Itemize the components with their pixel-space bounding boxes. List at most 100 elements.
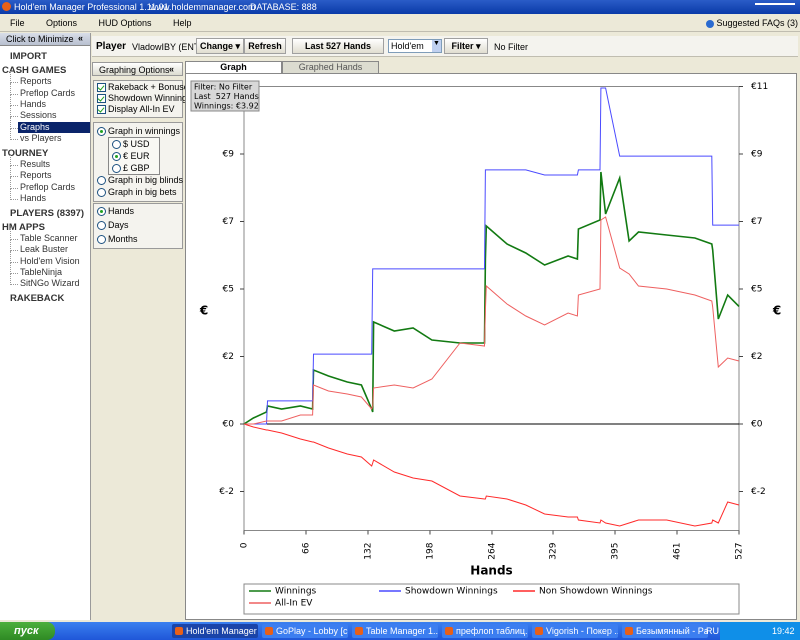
tree-line [10, 82, 18, 95]
window-controls[interactable] [755, 3, 795, 13]
menu-item[interactable]: Options [46, 18, 78, 28]
option-group [93, 80, 183, 118]
game-text: Hold'em [391, 41, 424, 51]
section-title[interactable]: RAKEBACK [10, 293, 65, 304]
x-tick-label: 395 [611, 543, 621, 560]
player-name: VladowIBY (ENT) [132, 42, 203, 52]
options-title: Graphing Options [99, 65, 170, 75]
option-label: Showdown Winnings [108, 93, 192, 103]
taskbar-text: Hold'em Manager ... [186, 626, 258, 636]
y2-tick-label: €5 [751, 285, 762, 295]
nav-item[interactable]: Reports [20, 76, 52, 87]
sidebar: Click to Minimize «IMPORT CASH GAMES Report… [0, 33, 91, 620]
radio [97, 207, 106, 216]
y-tick-label: €7 [223, 217, 234, 227]
nav-item[interactable]: Hands [20, 99, 47, 109]
tree-line [10, 239, 18, 252]
refresh-button[interactable]: Refresh [244, 38, 286, 54]
nav-item[interactable]: Reports [20, 170, 52, 181]
refresh-text: Refresh [248, 41, 282, 51]
taskbar-item[interactable]: Vigorish - Покер ... [532, 624, 618, 638]
faq-text: Suggested FAQs (3) [716, 18, 799, 28]
taskbar-item[interactable]: Hold'em Manager ... [172, 624, 258, 638]
taskbar-text: Vigorish - Покер ... [546, 626, 618, 636]
nav-item[interactable]: Leak Buster [20, 244, 69, 255]
change-text: Change [199, 41, 233, 51]
option-label: Hands [108, 206, 135, 216]
taskbar-item[interactable]: Table Manager 1.... [352, 624, 438, 638]
y2-tick-label: €7 [751, 217, 762, 227]
game-select[interactable]: Hold'em ▼ [388, 39, 442, 53]
start-text: пуск [14, 625, 39, 637]
x-tick-label: 461 [673, 543, 683, 560]
tab[interactable]: Graphed Hands [282, 61, 379, 73]
taskbar-item[interactable]: Безымянный - Pa... [622, 624, 708, 638]
nav-item[interactable]: Hold'em Vision [20, 255, 80, 266]
info-box [190, 80, 260, 112]
nav-item[interactable]: Hands [20, 193, 47, 203]
title-bar: Hold'em Manager Professional 1.11.01 www… [0, 0, 800, 14]
x-tick-label: 0 [240, 542, 250, 548]
nav-item[interactable]: Preflop Cards [20, 181, 76, 192]
radio [97, 188, 106, 197]
y-axis-label: € [199, 304, 208, 318]
faq-link[interactable]: Suggested FAQs (3) [706, 18, 798, 28]
nav-item[interactable]: Sessions [20, 110, 57, 121]
filter-button[interactable]: Filter ▾ [444, 38, 488, 54]
start-button[interactable]: пуск [0, 622, 55, 640]
x-tick-label: 198 [425, 542, 435, 559]
section-title[interactable]: IMPORT [10, 51, 47, 62]
taskbar-icon [535, 627, 543, 635]
tree-line [10, 116, 18, 129]
menu-item[interactable]: HUD Options [98, 18, 152, 28]
x-axis-label: Hands [470, 564, 512, 578]
nav-item[interactable]: Preflop Cards [20, 87, 76, 98]
radio [97, 235, 106, 244]
radio [112, 164, 121, 173]
clock: 19:42 [772, 626, 795, 636]
y-tick-label: €-2 [219, 487, 234, 497]
y2-tick-label: €11 [751, 82, 768, 92]
language[interactable]: RU [706, 626, 719, 636]
option-label: Days [108, 220, 129, 230]
radio [112, 140, 121, 149]
taskbar-item[interactable]: префлоп таблиц... [442, 624, 528, 638]
change-button[interactable]: Change ▾ [196, 38, 244, 54]
section-title[interactable]: TOURNEY [2, 147, 49, 159]
check-mark [100, 210, 103, 213]
info-text: Winnings: €3.92 [194, 102, 259, 111]
range-button[interactable]: Last 527 Hands [292, 38, 384, 54]
radio [112, 152, 121, 161]
y2-tick-label: €9 [751, 150, 763, 160]
checkbox [97, 94, 106, 103]
nav-item[interactable]: Table Scanner [20, 232, 78, 243]
options-collapse[interactable]: « [169, 64, 175, 74]
range-text: Last 527 Hands [304, 41, 372, 51]
window-database: DATABASE: 888 [250, 2, 317, 12]
taskbar-text: префлоп таблиц... [456, 626, 528, 636]
tree-line [10, 165, 18, 178]
check-mark [115, 155, 118, 158]
nav-item[interactable]: SitNGo Wizard [20, 278, 80, 289]
section-title[interactable]: PLAYERS (8397) [10, 207, 85, 219]
nav-item[interactable]: vs Players [20, 133, 62, 144]
options-header: Graphing Options « [92, 62, 183, 76]
menu-item[interactable]: File [10, 18, 25, 28]
nav-item[interactable]: TableNinja [20, 267, 63, 277]
taskbar-icon [625, 627, 633, 635]
nav-item[interactable]: Results [20, 158, 51, 169]
legend-label: Winnings [275, 587, 317, 597]
window-title: Hold'em Manager Professional 1.11.01 [14, 2, 169, 12]
checkbox [97, 83, 106, 92]
tabs: Graph Graphed Hands [185, 61, 797, 73]
section-title[interactable]: HM APPS [2, 221, 45, 233]
menu-item[interactable]: Help [173, 18, 192, 28]
nav-item[interactable]: Graphs [18, 121, 90, 133]
minimize-bar[interactable]: Click to Minimize « [0, 33, 90, 46]
window-site: www.holdemmanager.com [150, 2, 256, 12]
taskbar-item[interactable]: GoPlay - Lobby [c... [262, 624, 348, 638]
tab[interactable]: Graph [185, 61, 282, 73]
filter-text: Filter [451, 41, 474, 51]
section-title[interactable]: CASH GAMES [2, 65, 67, 77]
